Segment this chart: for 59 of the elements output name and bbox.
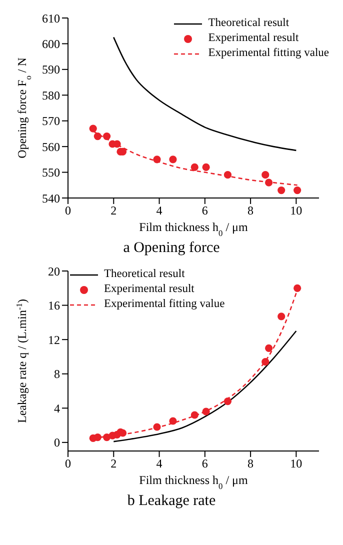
y-tick-label: 8 bbox=[54, 367, 60, 382]
text: a Opening force bbox=[122, 240, 221, 257]
y-tick-label: 610 bbox=[42, 11, 60, 26]
point bbox=[262, 358, 270, 366]
point bbox=[202, 163, 210, 171]
x-tick-label: 8 bbox=[248, 456, 254, 471]
x-tick-label: 2 bbox=[110, 456, 117, 471]
point bbox=[265, 178, 273, 186]
x-tick-label: 8 bbox=[248, 204, 254, 218]
legend-label: Theoretical result bbox=[208, 16, 290, 31]
x-axis-title: Film thickness h$_{0}$ / μm bbox=[139, 473, 248, 490]
point bbox=[102, 132, 111, 140]
x-tick-label: 0 bbox=[65, 204, 71, 218]
point bbox=[169, 417, 177, 425]
point bbox=[224, 171, 232, 179]
point bbox=[278, 312, 286, 320]
y-tick-label: 540 bbox=[42, 191, 60, 206]
y-tick-label: 4 bbox=[54, 401, 60, 416]
x-axis-title: Film thickness h$_{0}$ / μm bbox=[139, 220, 248, 238]
point bbox=[153, 423, 161, 431]
x-tick-label: 10 bbox=[290, 204, 302, 218]
legend-label: Experimental result bbox=[208, 31, 299, 46]
x-tick-label: 6 bbox=[202, 456, 208, 471]
y-tick-label: 560 bbox=[42, 140, 60, 154]
point bbox=[262, 171, 270, 179]
y-tick-label: 20 bbox=[48, 264, 60, 278]
y-tick-label: 12 bbox=[48, 332, 60, 347]
x-tick-label: 4 bbox=[156, 204, 162, 218]
x-tick-label: 4 bbox=[156, 456, 162, 471]
y-tick-label: 570 bbox=[42, 114, 60, 128]
y-tick-label: 580 bbox=[42, 88, 60, 102]
point bbox=[94, 132, 102, 140]
y-tick-label: 590 bbox=[42, 62, 60, 77]
legend-label: Experimental fitting value bbox=[208, 46, 329, 61]
x-tick-label: 2 bbox=[110, 204, 117, 218]
x-tick-label: 10 bbox=[290, 456, 302, 471]
y-tick-label: 600 bbox=[42, 36, 60, 51]
y-tick-label: 0 bbox=[54, 436, 60, 450]
legend-label: Experimental fitting value bbox=[104, 297, 225, 312]
y-tick-label: 16 bbox=[48, 298, 60, 313]
text: b Leakage rate bbox=[126, 493, 217, 510]
point bbox=[169, 156, 177, 164]
x-tick-label: 0 bbox=[65, 456, 71, 471]
point bbox=[294, 186, 302, 194]
point bbox=[278, 186, 286, 194]
point bbox=[294, 284, 302, 292]
point bbox=[190, 163, 198, 171]
point bbox=[265, 344, 273, 352]
x-tick-label: 6 bbox=[202, 204, 208, 218]
point bbox=[190, 411, 198, 419]
legend-label: Theoretical result bbox=[104, 267, 185, 282]
line-series bbox=[112, 330, 297, 442]
point bbox=[89, 124, 97, 132]
y-tick-label: 550 bbox=[42, 166, 60, 180]
point bbox=[224, 397, 232, 406]
point bbox=[202, 408, 210, 416]
point bbox=[94, 433, 102, 442]
point bbox=[153, 156, 161, 164]
legend-label: Experimental result bbox=[104, 282, 194, 297]
